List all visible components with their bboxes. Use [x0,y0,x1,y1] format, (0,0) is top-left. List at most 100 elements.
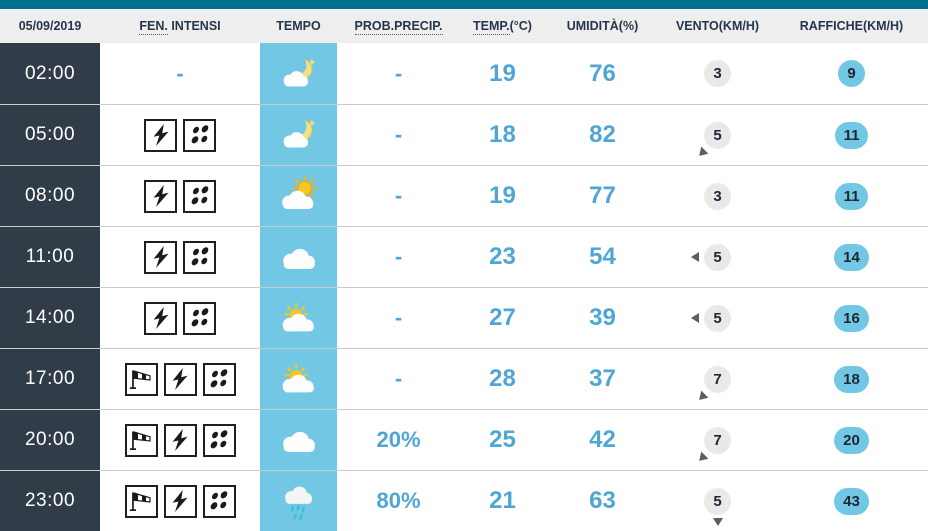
weather-cell [260,410,337,470]
gust-speed-pill: 20 [834,426,869,454]
wind-speed-badge: 5 [691,243,731,271]
wind-cell: 3 [660,166,775,226]
gust-speed-pill: 43 [834,487,869,515]
gusts-cell: 9 [775,43,928,104]
column-header-phenomena: FEN. INTENSI [100,19,260,35]
table-row: 11:00 - 23 54 5 14 [0,226,928,287]
humidity-value: 77 [589,182,616,209]
gusts-cell: 14 [775,227,928,287]
wind-direction-arrow [695,451,709,464]
lightning-icon [163,362,197,396]
no-phenomena-dash: - [176,60,184,86]
wind-direction-arrow [691,313,700,323]
gust-speed-pill: 14 [834,243,869,271]
temperature-abbr[interactable]: TEMP. [473,19,510,35]
moon-cloud-icon [276,51,322,97]
wind-speed-pill: 3 [704,182,731,210]
wind-speed-badge: 5 [704,487,731,526]
lightning-icon [144,118,177,152]
precip-probability-value: - [394,183,403,208]
time-cell: 23:00 [0,471,100,531]
phenomena-cell [100,227,260,287]
wind-speed-badge: 5 [691,304,731,332]
precip-probability-value: - [394,366,403,391]
time-cell: 05:00 [0,105,100,165]
time-cell: 08:00 [0,166,100,226]
humidity-value: 39 [589,304,616,331]
wind-direction-arrow [695,390,709,403]
phenomena-cell [100,166,260,226]
wind-cell: 7 [660,410,775,470]
gust-speed-pill: 11 [834,182,869,210]
rain-icon [183,240,216,274]
wind-speed-badge: 3 [704,182,731,210]
column-header-wind: VENTO(KM/H) [675,19,760,33]
gusts-cell: 11 [775,105,928,165]
phenomena-rest: INTENSI [167,19,221,33]
precip-probability-value: 80% [376,488,421,513]
temperature-value: 28 [489,365,516,392]
temperature-unit: (°C) [509,19,532,33]
lightning-icon [163,484,197,518]
lightning-icon [144,301,177,335]
gusts-cell: 18 [775,349,928,409]
gust-speed-pill: 11 [834,121,869,149]
rain-icon [183,179,216,213]
wind-speed-pill: 5 [704,304,731,332]
phenomena-cell [100,471,260,531]
time-cell: 11:00 [0,227,100,287]
sun-cloud-icon [276,173,322,219]
humidity-value: 82 [589,121,616,148]
wind-direction-arrow [695,146,709,159]
phenomena-cell [100,349,260,409]
cloud-icon [276,234,322,280]
wind-speed-badge: 3 [704,60,731,87]
precip-probability-value: 20% [376,427,421,452]
rain-icon [202,484,236,518]
gust-speed-pill: 18 [834,365,869,393]
phenomena-cell: - [100,43,260,104]
table-row: 08:00 - 19 77 3 11 [0,165,928,226]
gusts-cell: 11 [775,166,928,226]
temperature-value: 27 [489,304,516,331]
temperature-value: 19 [489,182,516,209]
wind-direction-arrow [712,517,723,526]
temperature-value: 21 [489,487,516,514]
weather-cell [260,471,337,531]
gusts-cell: 43 [775,471,928,531]
humidity-value: 42 [589,426,616,453]
rain-cloud-icon [276,478,322,524]
wind-speed-badge: 7 [695,426,731,464]
phenomena-cell [100,105,260,165]
wind-speed-pill: 5 [704,121,731,149]
lightning-icon [144,179,177,213]
phenomena-abbr[interactable]: FEN. [139,19,168,35]
lightning-icon [144,240,177,274]
time-cell: 17:00 [0,349,100,409]
precip-probability-abbr[interactable]: PROB.PRECIP. [354,19,443,35]
wind-speed-pill: 7 [704,365,731,393]
weather-cell [260,349,337,409]
column-header-weather: TEMPO [276,19,321,33]
table-row: 20:00 20% 25 42 7 20 [0,409,928,470]
weather-cell [260,166,337,226]
windsock-icon [124,423,158,457]
gust-speed-pill: 16 [834,304,869,332]
wind-cell: 5 [660,471,775,531]
windsock-icon [124,362,158,396]
wind-speed-badge: 5 [695,121,731,159]
column-header-humidity: UMIDITÀ(%) [566,19,639,33]
column-header-gusts: RAFFICHE(KM/H) [799,19,904,33]
temperature-value: 18 [489,121,516,148]
top-accent-bar [0,0,928,9]
humidity-value: 63 [589,487,616,514]
cloud-icon [276,417,322,463]
table-row: 23:00 80% 21 63 5 43 [0,470,928,531]
weather-cell [260,288,337,348]
time-cell: 02:00 [0,43,100,104]
table-header-row: 05/09/2019 FEN. INTENSI TEMPO PROB.PRECI… [0,9,928,43]
gust-speed-pill: 9 [838,60,865,87]
weather-cell [260,43,337,104]
wind-speed-badge: 7 [695,365,731,403]
